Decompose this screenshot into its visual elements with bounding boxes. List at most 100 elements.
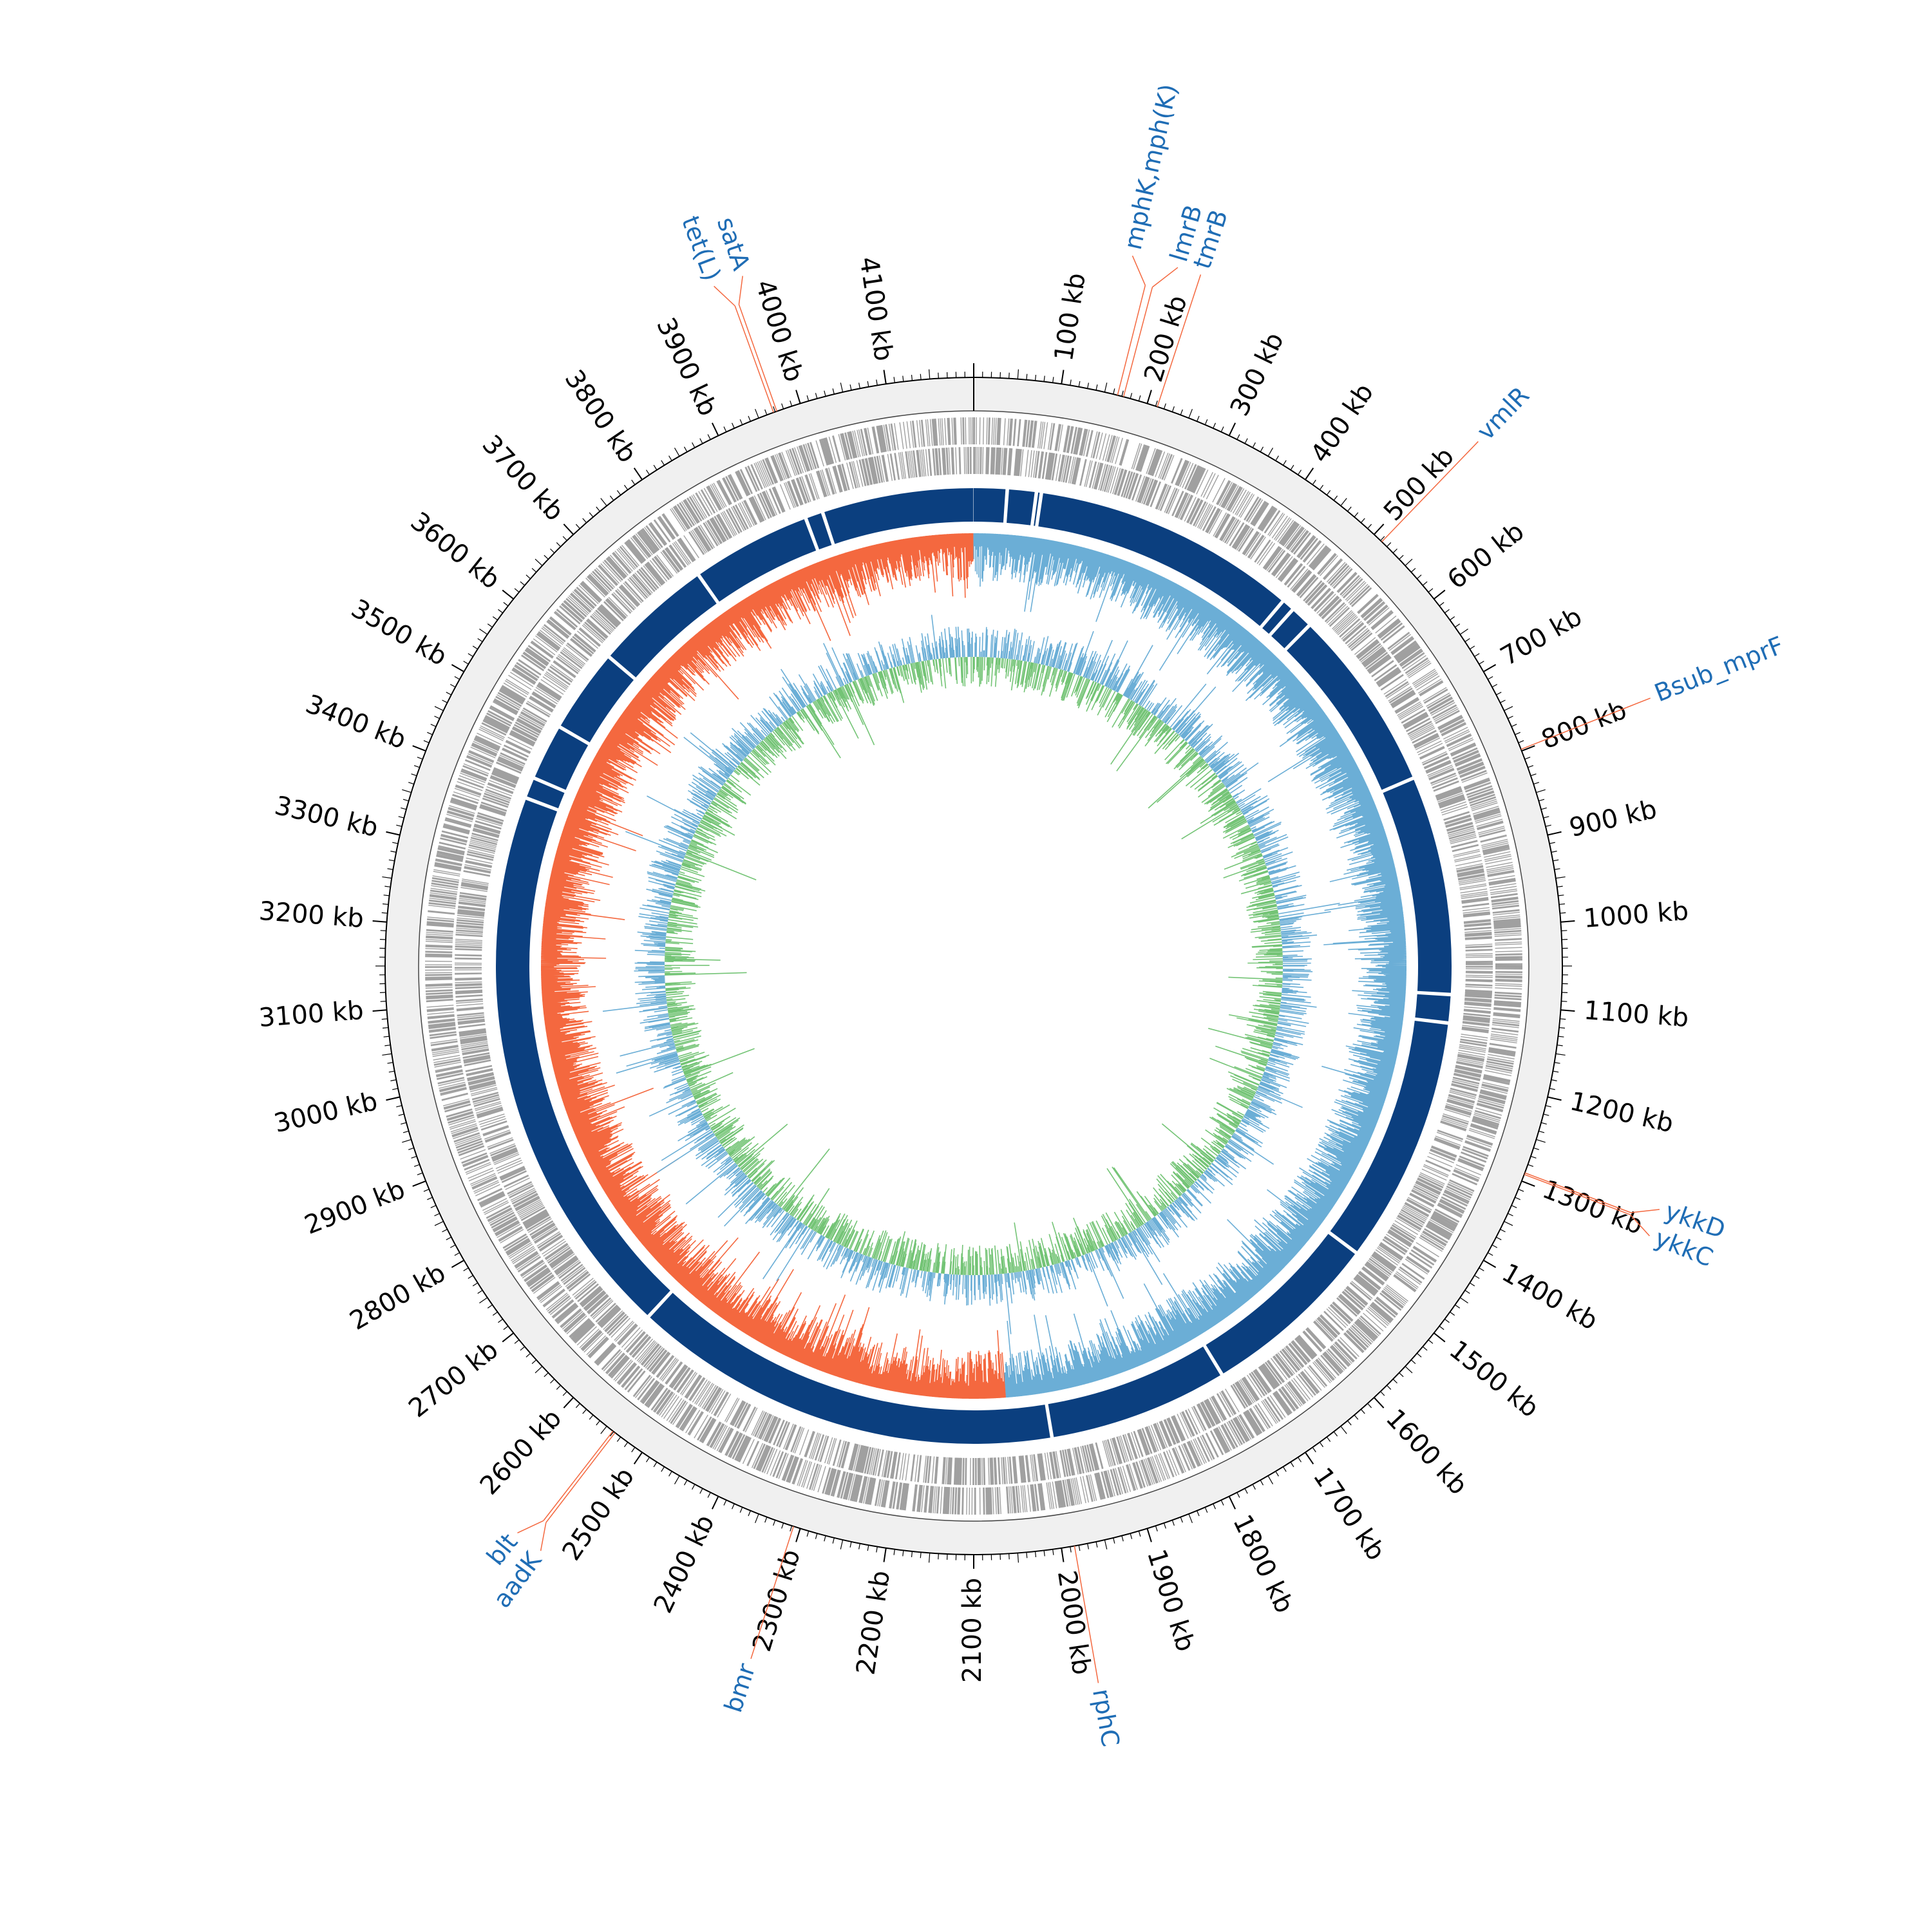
tick-mark bbox=[732, 422, 735, 429]
tick-mark bbox=[723, 426, 727, 432]
contig-block bbox=[1007, 489, 1035, 526]
tick-mark bbox=[526, 1352, 531, 1358]
tick-mark bbox=[1380, 536, 1385, 541]
tick-mark bbox=[1545, 824, 1551, 827]
tick-mark bbox=[1188, 408, 1193, 419]
tick-mark bbox=[623, 484, 629, 490]
tick-mark bbox=[413, 765, 420, 768]
gc-content-track bbox=[602, 614, 1340, 1334]
tick-mark bbox=[1104, 383, 1108, 393]
tick-mark bbox=[883, 1548, 887, 1562]
tick-mark bbox=[902, 375, 904, 382]
tick-mark bbox=[1558, 895, 1564, 896]
tick-mark bbox=[1488, 1252, 1493, 1256]
annotation-line bbox=[1117, 285, 1146, 395]
contig-block bbox=[495, 799, 670, 1316]
tick-mark bbox=[454, 676, 460, 680]
tick-mark bbox=[442, 1229, 448, 1233]
gc-skew-positive bbox=[973, 533, 1407, 1398]
contig-block bbox=[1262, 602, 1291, 634]
contig-block bbox=[1271, 611, 1308, 649]
tick-mark bbox=[1549, 1088, 1555, 1090]
tick-mark bbox=[454, 1252, 460, 1256]
tick-mark bbox=[1290, 1461, 1294, 1468]
tick-label: 3100 kb bbox=[258, 996, 365, 1033]
tick-mark bbox=[781, 403, 784, 410]
tick-mark bbox=[417, 757, 423, 760]
tick-mark bbox=[1555, 876, 1566, 879]
tick-mark bbox=[674, 448, 680, 457]
tick-mark bbox=[1479, 661, 1484, 665]
tick-mark bbox=[893, 377, 895, 383]
tick-mark bbox=[674, 1475, 680, 1484]
tick-mark bbox=[514, 588, 520, 592]
tick-mark bbox=[1360, 1408, 1365, 1414]
tick-mark bbox=[1236, 1492, 1240, 1498]
tick-mark bbox=[1312, 479, 1316, 485]
tick-mark bbox=[472, 645, 478, 650]
contig-block bbox=[1415, 994, 1451, 1021]
tick-mark bbox=[876, 1546, 878, 1553]
tick-mark bbox=[430, 724, 437, 727]
tick-mark bbox=[1228, 422, 1236, 436]
tick-mark bbox=[477, 1290, 483, 1294]
tick-mark bbox=[1326, 490, 1331, 496]
tick-mark bbox=[596, 1420, 600, 1426]
tick-mark bbox=[1373, 524, 1385, 535]
tick-mark bbox=[1439, 601, 1444, 607]
tick-mark bbox=[781, 1522, 784, 1529]
annotation-leader bbox=[1631, 1209, 1660, 1213]
tick-mark bbox=[911, 374, 913, 381]
tick-label: 3700 kb bbox=[477, 430, 570, 527]
tick-mark bbox=[764, 1517, 768, 1523]
tick-mark bbox=[434, 715, 440, 719]
tick-mark bbox=[1155, 1526, 1158, 1532]
tick-mark bbox=[1405, 558, 1413, 566]
tick-mark bbox=[1113, 1537, 1115, 1544]
tick-mark bbox=[498, 1318, 504, 1323]
tick-mark bbox=[723, 1500, 727, 1506]
tick-mark bbox=[600, 498, 607, 506]
tick-mark bbox=[1326, 1436, 1331, 1442]
tick-mark bbox=[487, 623, 493, 628]
tick-mark bbox=[1171, 406, 1175, 412]
tick-mark bbox=[653, 464, 658, 471]
tick-mark bbox=[372, 1009, 387, 1012]
tick-label: 2200 kb bbox=[851, 1569, 896, 1677]
tick-mark bbox=[479, 629, 488, 635]
tick-mark bbox=[711, 422, 719, 436]
tick-mark bbox=[502, 1332, 515, 1343]
tick-label: 100 kb bbox=[1049, 271, 1092, 363]
tick-label: 1100 kb bbox=[1583, 996, 1690, 1033]
tick-mark bbox=[1515, 732, 1520, 735]
tick-mark bbox=[1539, 799, 1545, 802]
tick-mark bbox=[732, 1503, 735, 1510]
tick-mark bbox=[398, 1113, 404, 1116]
tick-mark bbox=[526, 574, 531, 580]
tick-mark bbox=[401, 807, 407, 810]
tick-mark bbox=[502, 589, 515, 600]
tick-mark bbox=[1528, 1164, 1534, 1167]
tick-mark bbox=[692, 1484, 696, 1490]
contig-block bbox=[1206, 1233, 1356, 1374]
tick-mark bbox=[790, 400, 793, 406]
tick-mark bbox=[401, 1122, 407, 1125]
tick-mark bbox=[411, 1155, 417, 1159]
tick-mark bbox=[1130, 1533, 1133, 1539]
tick-mark bbox=[661, 460, 665, 466]
annotation-leader bbox=[750, 1634, 759, 1659]
tick-mark bbox=[1518, 1189, 1524, 1192]
tick-mark bbox=[1095, 1541, 1098, 1548]
tick-mark bbox=[876, 379, 878, 386]
tick-mark bbox=[575, 524, 580, 529]
annotation-leader bbox=[738, 276, 743, 305]
tick-mark bbox=[1464, 638, 1470, 642]
tick-mark bbox=[1188, 1513, 1193, 1524]
tick-mark bbox=[1275, 455, 1279, 461]
tick-mark bbox=[1213, 422, 1216, 429]
tick-mark bbox=[412, 745, 426, 752]
tick-mark bbox=[531, 567, 537, 573]
tick-mark bbox=[1260, 446, 1264, 452]
tick-mark bbox=[382, 903, 389, 905]
tick-mark bbox=[1180, 1517, 1183, 1523]
